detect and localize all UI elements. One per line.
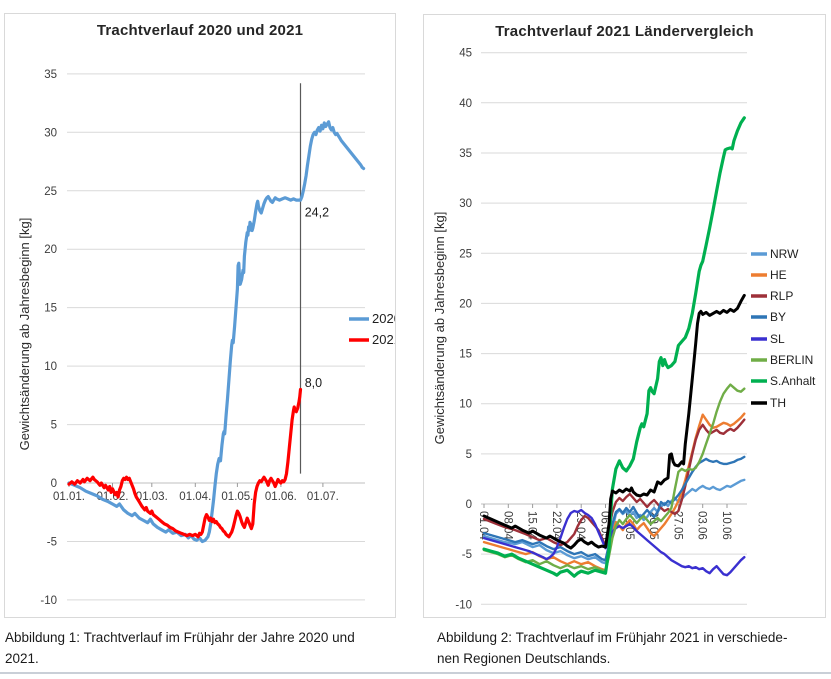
svg-text:24,2: 24,2	[305, 206, 329, 220]
bottom-divider	[0, 672, 831, 674]
figure2-caption-line2: nen Regionen Deutschlands.	[437, 651, 611, 666]
svg-text:BERLIN: BERLIN	[770, 353, 813, 367]
svg-text:0: 0	[466, 499, 472, 511]
svg-text:25: 25	[44, 186, 57, 198]
figure1-caption-line1: Abbildung 1: Trachtverlauf im Frühjahr d…	[5, 630, 355, 645]
svg-text:01.06.: 01.06.	[265, 491, 297, 503]
svg-text:01.05.: 01.05.	[221, 491, 253, 503]
figure1-caption-line2: 2021.	[5, 651, 39, 666]
svg-text:BY: BY	[770, 310, 786, 324]
figure1-caption: Abbildung 1: Trachtverlauf im Frühjahr d…	[5, 627, 410, 669]
chart-panel-figure1: 35 30 25 20 15 10 5 0 -5 -10 01.01. 01.02. 01.03. 01.…	[4, 13, 396, 618]
svg-text:20: 20	[459, 298, 472, 310]
svg-text:15: 15	[459, 349, 472, 361]
svg-text:30: 30	[44, 127, 57, 139]
svg-text:35: 35	[459, 148, 472, 160]
svg-text:03.06: 03.06	[696, 511, 708, 540]
svg-text:01.04.: 01.04.	[179, 491, 211, 503]
svg-text:30: 30	[459, 198, 472, 210]
svg-text:15: 15	[44, 303, 57, 315]
figure2-caption: Abbildung 2: Trachtverlauf im Frühjahr 2…	[437, 627, 829, 669]
svg-text:Gewichtsänderung ab Jahresbegi: Gewichtsänderung ab Jahresbeginn [kg]	[17, 218, 32, 451]
svg-text:Gewichtsänderung ab Jahresbegi: Gewichtsänderung ab Jahresbeginn [kg]	[432, 212, 447, 445]
chart2-title: Trachtverlauf 2021 Ländervergleich	[495, 23, 754, 40]
svg-text:20: 20	[44, 244, 57, 256]
svg-text:01.03.: 01.03.	[136, 491, 168, 503]
svg-text:S.Anhalt: S.Anhalt	[770, 374, 816, 388]
svg-text:-5: -5	[47, 537, 57, 549]
svg-text:25: 25	[459, 248, 472, 260]
svg-text:5: 5	[466, 449, 472, 461]
svg-text:22.04: 22.04	[550, 511, 562, 540]
svg-text:-10: -10	[40, 595, 57, 607]
svg-text:10: 10	[459, 399, 472, 411]
chart1-title: Trachtverlauf 2020 und 2021	[96, 22, 304, 39]
chart-panel-figure2: 45 40 35 30 25 20 15 10 5 0 -5 -10 01.04 08.04 15.04 22…	[423, 14, 826, 618]
svg-text:TH: TH	[770, 396, 786, 410]
svg-text:NRW: NRW	[770, 247, 799, 261]
svg-text:45: 45	[459, 48, 472, 60]
svg-text:10: 10	[44, 361, 57, 373]
svg-text:01.01.: 01.01.	[53, 491, 85, 503]
svg-text:10.06: 10.06	[720, 511, 732, 540]
svg-text:2020: 2020	[372, 311, 395, 326]
svg-text:5: 5	[51, 420, 57, 432]
svg-text:35: 35	[44, 69, 57, 81]
svg-text:27.05: 27.05	[671, 511, 683, 540]
svg-text:2021: 2021	[372, 332, 395, 347]
figure2-caption-line1: Abbildung 2: Trachtverlauf im Frühjahr 2…	[437, 630, 788, 645]
svg-text:HE: HE	[770, 268, 787, 282]
svg-text:40: 40	[459, 98, 472, 110]
svg-text:01.07.: 01.07.	[307, 491, 339, 503]
svg-text:-10: -10	[455, 599, 472, 611]
svg-text:SL: SL	[770, 332, 785, 346]
svg-text:8,0: 8,0	[305, 376, 322, 390]
svg-text:0: 0	[51, 478, 57, 490]
svg-text:RLP: RLP	[770, 289, 793, 303]
svg-text:-5: -5	[462, 549, 472, 561]
